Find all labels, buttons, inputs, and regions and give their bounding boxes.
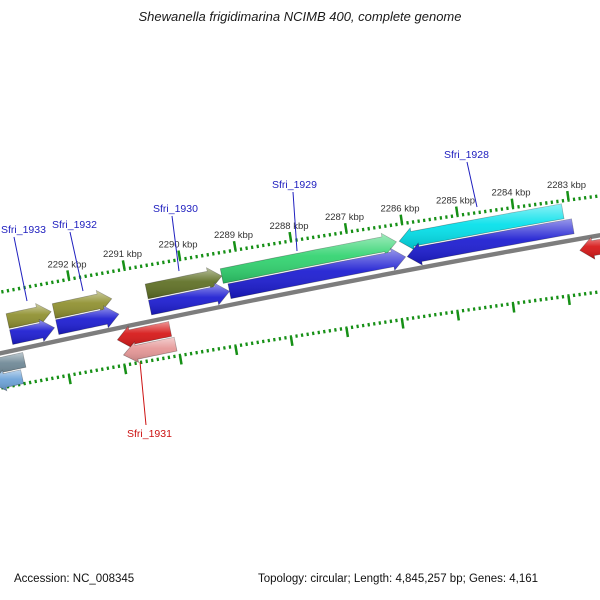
gene-arrow [9,319,56,345]
ruler-label: 2292 kbp [47,259,86,270]
figure-title: Shewanella frigidimarina NCIMB 400, comp… [138,9,462,24]
callout-sfri_1933: Sfri_1933 [1,224,46,302]
gene-arrow-sfri_1929 [219,232,397,284]
gene-arrow [122,336,178,364]
gene-label: Sfri_1931 [127,428,172,440]
gene-arrow-sfri_1931 [116,321,173,349]
accession-text: Accession: NC_008345 [14,573,135,585]
gene-arrow [55,305,120,335]
gene-arrow-sfri_1932 [51,289,113,319]
ruler-label: 2283 kbp [547,180,586,191]
gene-arrow [148,282,231,316]
gene-arrow [0,369,25,392]
callout-sfri_1931: Sfri_1931 [127,361,172,440]
ruler-ticks [1,190,598,390]
ruler-label: 2288 kbp [269,221,308,232]
gene-label: Sfri_1930 [153,203,198,215]
genome-stats-text: Topology: circular; Length: 4,845,257 bp… [258,573,539,585]
footer-bar: Accession: NC_008345 Topology: circular;… [0,573,600,595]
gene-arrow-sfri_1930 [144,267,223,300]
callout-sfri_1932: Sfri_1932 [52,219,97,292]
ruler-label: 2289 kbp [214,230,253,241]
ruler-label: 2286 kbp [380,204,419,215]
gene-arrow-sfri_1928 [398,203,565,251]
genome-axis [0,232,600,356]
gene-arrow [0,352,27,377]
gene-arrow [406,218,575,266]
callout-sfri_1928: Sfri_1928 [444,149,489,208]
gene-features [0,203,600,392]
gene-label: Sfri_1932 [52,219,97,231]
gene-label: Sfri_1928 [444,149,489,161]
ruler-label: 2287 kbp [325,212,364,223]
gene-arrow [227,247,407,300]
ruler-label: 2290 kbp [158,240,197,251]
gene-label: Sfri_1929 [272,179,317,191]
ruler-label: 2291 kbp [103,249,142,260]
ruler-label: 2284 kbp [491,188,530,199]
callout-sfri_1930: Sfri_1930 [153,203,198,272]
callout-sfri_1929: Sfri_1929 [272,179,317,252]
gene-label: Sfri_1933 [1,224,46,236]
ruler-label: 2285 kbp [436,196,475,207]
gene-callouts: Sfri_1933 Sfri_1932 Sfri_1930 Sfri_1929 Sfri… [1,149,489,440]
gene-arrow [579,236,600,260]
ruler-labels: 2283 kbp 2284 kbp 2285 kbp 2286 kbp 2287 kbp… [47,180,586,270]
